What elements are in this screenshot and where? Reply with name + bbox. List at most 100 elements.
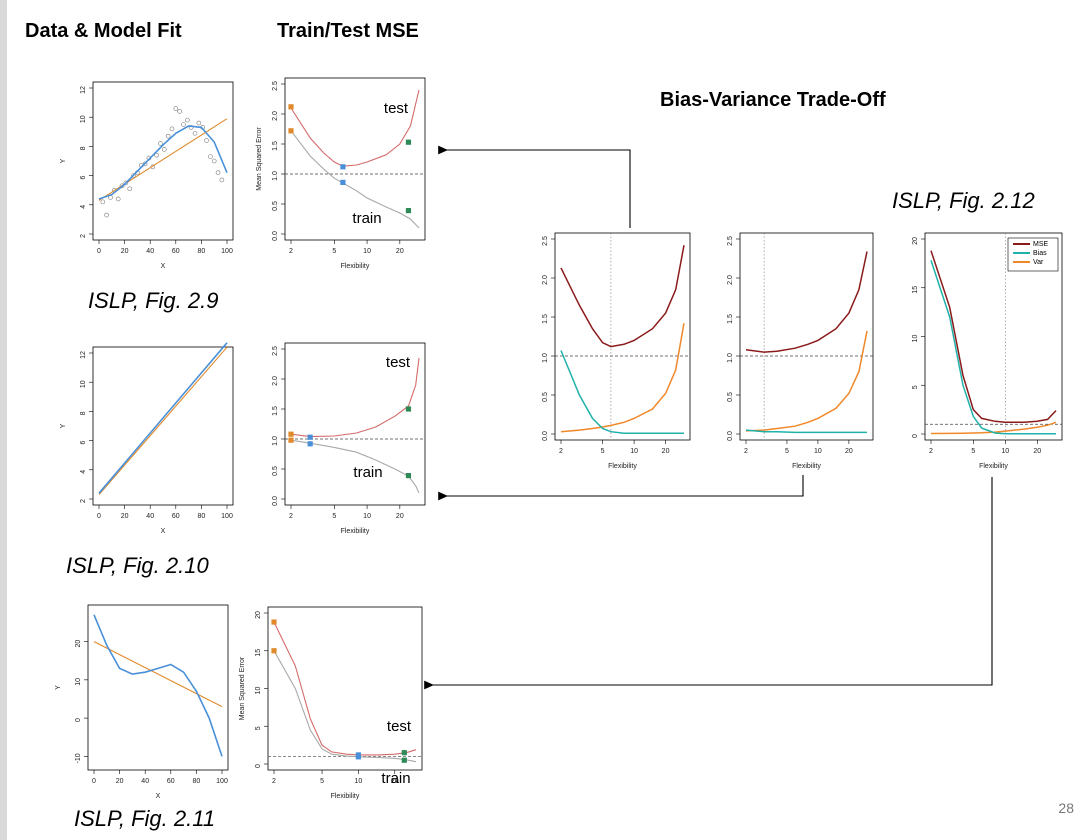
data-point [158, 141, 163, 146]
connector-arrow [438, 475, 804, 501]
y-tick-label: 0.5 [542, 392, 549, 402]
flex-marker-green [401, 750, 407, 756]
x-tick-label: 100 [221, 248, 233, 255]
flex-marker-orange [271, 619, 277, 625]
data-point [161, 147, 167, 152]
x-tick-label: 5 [971, 448, 975, 455]
train-mse-curve [290, 130, 420, 229]
flex-marker-orange [288, 104, 294, 110]
x-tick-label: 40 [141, 778, 149, 785]
plot-frame [284, 77, 426, 241]
annotation-train: train [381, 770, 410, 787]
y-tick-label: 0.5 [272, 201, 279, 211]
x-tick-label: 10 [354, 778, 362, 785]
flex-marker-blue [340, 164, 346, 170]
x-tick-label: 40 [146, 248, 154, 255]
mse-curve [930, 250, 1057, 424]
test-mse-curve [273, 621, 417, 756]
x-tick-label: 20 [396, 248, 404, 255]
y-tick-label: 0.0 [272, 496, 279, 506]
y-tick-label: 6 [80, 176, 87, 180]
annotation-test: test [384, 100, 409, 117]
x-tick-label: 10 [814, 448, 822, 455]
y-tick-label: 1.0 [272, 436, 279, 446]
y-tick-label: 20 [912, 237, 919, 245]
x-tick-label: 2 [744, 448, 748, 455]
variance-curve [745, 330, 868, 432]
x-tick-label: 2 [559, 448, 563, 455]
data-point [131, 173, 136, 178]
flex-marker-green [405, 406, 412, 412]
data-point [104, 212, 109, 218]
x-tick-label: 20 [121, 248, 129, 255]
y-tick-label: 2 [80, 499, 87, 503]
y-tick-label: 12 [80, 351, 87, 359]
y-tick-label: 1.5 [542, 314, 549, 324]
flex-marker-green [405, 208, 412, 214]
legend-label-var: Var [1033, 259, 1044, 266]
annotation-test: test [386, 354, 411, 371]
flex-marker-orange [288, 128, 294, 134]
x-tick-label: 20 [116, 778, 124, 785]
caption-fig-2-12: ISLP, Fig. 2.12 [892, 188, 1035, 213]
x-axis-label: Flexibility [979, 463, 1008, 470]
bias-curve [930, 260, 1056, 435]
connector-arrow [438, 145, 631, 228]
y-tick-label: 10 [75, 678, 82, 686]
connector-arrow [424, 477, 993, 690]
data-point [123, 180, 129, 186]
fit-line-blue [98, 125, 228, 200]
y-tick-label: 6 [80, 441, 87, 445]
y-tick-label: 20 [255, 611, 262, 619]
slide-edge [0, 0, 7, 840]
data-point [173, 106, 179, 111]
data-point [204, 138, 209, 143]
y-tick-label: 5 [912, 385, 919, 389]
x-tick-label: 20 [845, 448, 853, 455]
data-point [142, 161, 148, 167]
y-tick-label: 10 [80, 380, 87, 388]
x-tick-label: 20 [1033, 448, 1041, 455]
train-mse-curve [273, 650, 417, 763]
y-tick-label: 2.0 [272, 376, 279, 386]
data-point [208, 154, 213, 159]
x-tick-label: 80 [193, 778, 201, 785]
data-point [177, 109, 182, 114]
x-axis-label: X [156, 793, 161, 800]
y-tick-label: 2.5 [272, 81, 279, 91]
y-tick-label: 1.5 [272, 406, 279, 416]
x-tick-label: 2 [929, 448, 933, 455]
title-data-model-fit: Data & Model Fit [25, 20, 182, 42]
caption-fig-2-11: ISLP, Fig. 2.11 [74, 806, 216, 831]
caption-fig-2-10: ISLP, Fig. 2.10 [66, 553, 209, 578]
y-tick-label: 0 [912, 434, 919, 438]
y-tick-label: 2.0 [727, 275, 734, 285]
plot-frame [92, 346, 234, 506]
annotation-test: test [387, 718, 412, 735]
y-tick-label: 0.0 [542, 431, 549, 441]
bias-curve [560, 350, 684, 434]
annotation-train: train [353, 464, 382, 481]
y-axis-label: Y [60, 423, 67, 428]
y-tick-label: 15 [255, 649, 262, 657]
y-tick-label: 0.5 [272, 466, 279, 476]
flex-marker-green [401, 757, 407, 763]
flex-marker-orange [288, 437, 294, 443]
x-tick-label: 10 [1001, 448, 1009, 455]
plot-frame [554, 232, 691, 441]
y-tick-label: 8 [80, 146, 87, 150]
x-tick-label: 0 [97, 248, 101, 255]
data-point [192, 130, 198, 136]
x-axis-label: Flexibility [792, 463, 821, 470]
x-axis-label: X [161, 528, 166, 535]
title-train-test-mse: Train/Test MSE [277, 20, 419, 42]
x-axis-label: Flexibility [608, 463, 637, 470]
y-tick-label: 4 [80, 470, 87, 474]
y-tick-label: 8 [80, 411, 87, 415]
data-point [169, 126, 175, 132]
data-point [127, 186, 133, 192]
flex-marker-blue [307, 434, 313, 440]
data-point [215, 170, 221, 175]
y-tick-label: 0 [75, 718, 82, 722]
x-tick-label: 0 [97, 513, 101, 520]
